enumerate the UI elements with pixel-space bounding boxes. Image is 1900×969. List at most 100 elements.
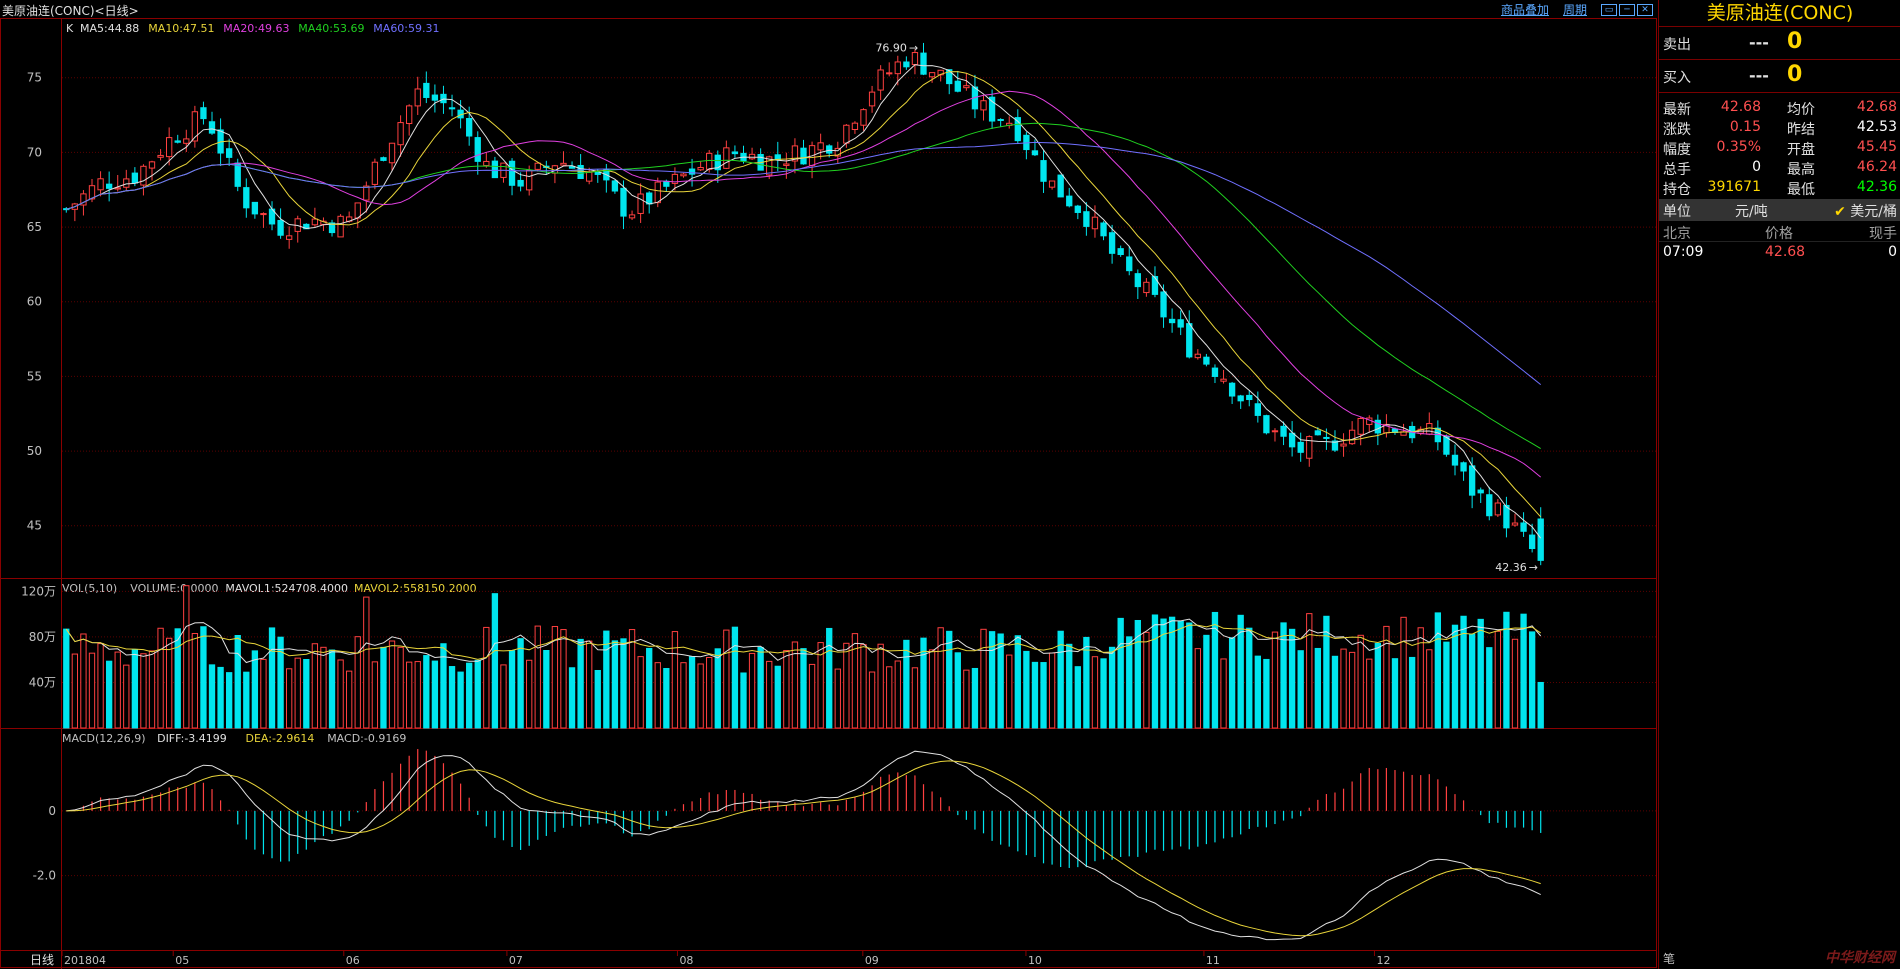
candle-body (731, 151, 739, 155)
quote-row: 持仓 391671 最低 42.36 (1659, 177, 1900, 198)
volume-bar (1237, 614, 1244, 729)
candle-body (1520, 522, 1527, 532)
candle-body (980, 100, 987, 111)
volume-bar (1143, 631, 1150, 729)
minimize-icon[interactable]: ─ (1619, 3, 1635, 16)
ma-label-1: MA10:47.51 (148, 22, 214, 35)
check-icon: ✔ (1834, 204, 1851, 220)
volume-bar (1460, 615, 1467, 729)
candle-body (517, 179, 524, 187)
candle-body (1443, 436, 1450, 455)
volume-bar (97, 643, 104, 729)
volume-bar (1357, 634, 1364, 729)
volume-bar (483, 626, 490, 729)
low-marker-label: 42.36 (1495, 561, 1527, 574)
volume-bar (1374, 642, 1381, 729)
volume-bar (448, 666, 456, 729)
volume-bar (1391, 658, 1399, 729)
price-tick-label: 70 (27, 145, 42, 159)
candle-body (1254, 403, 1261, 416)
price-tick-label: 60 (27, 295, 42, 309)
candle-body (1237, 395, 1244, 402)
quote-value-2: 42.53 (1856, 119, 1897, 135)
volume-bar (1477, 618, 1484, 729)
macd-header-3: MACD:-0.9169 (327, 732, 406, 745)
quote-value: 42.68 (1720, 99, 1761, 115)
volume-bar (517, 638, 524, 729)
volume-bar (1323, 615, 1330, 729)
volume-bar (1280, 622, 1287, 729)
volume-bar (1006, 654, 1013, 729)
quote-row: 幅度 0.35% 开盘 45.45 (1659, 137, 1900, 158)
candle-body (148, 161, 156, 169)
candle-body (131, 172, 139, 184)
volume-bar (1537, 681, 1544, 729)
price-tick-label: 55 (27, 369, 42, 383)
quote-label-2: 最低 (1787, 182, 1815, 198)
candle-body (423, 82, 430, 98)
volume-bars (63, 585, 1544, 729)
volume-bar (1314, 647, 1321, 729)
vol-tick-label: 120万 (21, 584, 56, 598)
quote-value-2: 45.45 (1856, 139, 1897, 155)
candle-body (328, 222, 336, 234)
candle-body (1100, 222, 1107, 237)
period-link[interactable]: 周期 (1562, 3, 1587, 17)
volume-bar (1194, 648, 1201, 729)
volume-bar (988, 631, 996, 729)
candle-body (1143, 281, 1150, 294)
candle-body (903, 61, 910, 68)
close-icon[interactable]: ✕ (1637, 3, 1653, 16)
candle-body (1177, 319, 1184, 328)
candle-body (688, 168, 696, 175)
volume-bar (963, 669, 970, 729)
volume-bar (663, 668, 670, 729)
candle-body (671, 173, 679, 184)
volume-bar (560, 629, 567, 729)
candle-body (1031, 150, 1039, 156)
volume-bar (577, 638, 584, 729)
candle-body (1057, 174, 1064, 198)
buy-value: 0 (1787, 62, 1803, 87)
trade-row: 07:09 42.68 0 (1659, 242, 1900, 264)
quote-label: 持仓 (1663, 182, 1691, 198)
buy-dash: --- (1749, 66, 1769, 85)
quote-value-2: 42.36 (1856, 179, 1897, 195)
x-axis-label: 12 (1376, 954, 1390, 967)
candle-body (568, 166, 576, 169)
volume-bar (1503, 611, 1510, 729)
tick-tab[interactable]: 笔 (1663, 952, 1676, 966)
volume-bar (688, 656, 696, 729)
candle-body (1503, 504, 1510, 529)
volume-bar (414, 661, 421, 729)
quote-label: 最新 (1663, 102, 1691, 118)
volume-bar (637, 656, 644, 729)
buy-label: 买入 (1663, 70, 1691, 86)
commodity-overlay-link[interactable]: 商品叠加 (1500, 3, 1549, 17)
candle-body (1083, 211, 1090, 227)
volume-bar (611, 640, 619, 729)
candle-body (851, 122, 859, 131)
quote-label: 总手 (1663, 162, 1691, 178)
volume-bar (946, 630, 953, 729)
restore-icon[interactable]: ▭ (1601, 3, 1617, 16)
volume-bar (328, 649, 336, 729)
volume-bar (320, 646, 327, 729)
volume-bar (868, 671, 876, 729)
unit-alt[interactable]: ✔ 美元/桶 (1834, 201, 1897, 221)
volume-bar (1160, 618, 1167, 729)
volume-bar (1400, 616, 1407, 729)
macd-tick-label: -2.0 (33, 869, 56, 883)
candle-body (1220, 378, 1227, 382)
volume-bar (311, 643, 319, 729)
candle-body (586, 171, 593, 182)
candle-body (1151, 276, 1159, 295)
kline-chart[interactable]: 75 70 65 60 55 50 45 K MA5:44.88 MA10:47.51 MA20:4… (0, 0, 1657, 969)
unit-value[interactable]: 元/吨 (1735, 204, 1768, 220)
candle-body (165, 137, 173, 158)
candle-body (1168, 318, 1176, 324)
volume-bar (800, 648, 807, 729)
x-axis-label: 06 (346, 954, 360, 967)
volume-bar (980, 628, 987, 729)
volume-bar (1100, 658, 1107, 729)
